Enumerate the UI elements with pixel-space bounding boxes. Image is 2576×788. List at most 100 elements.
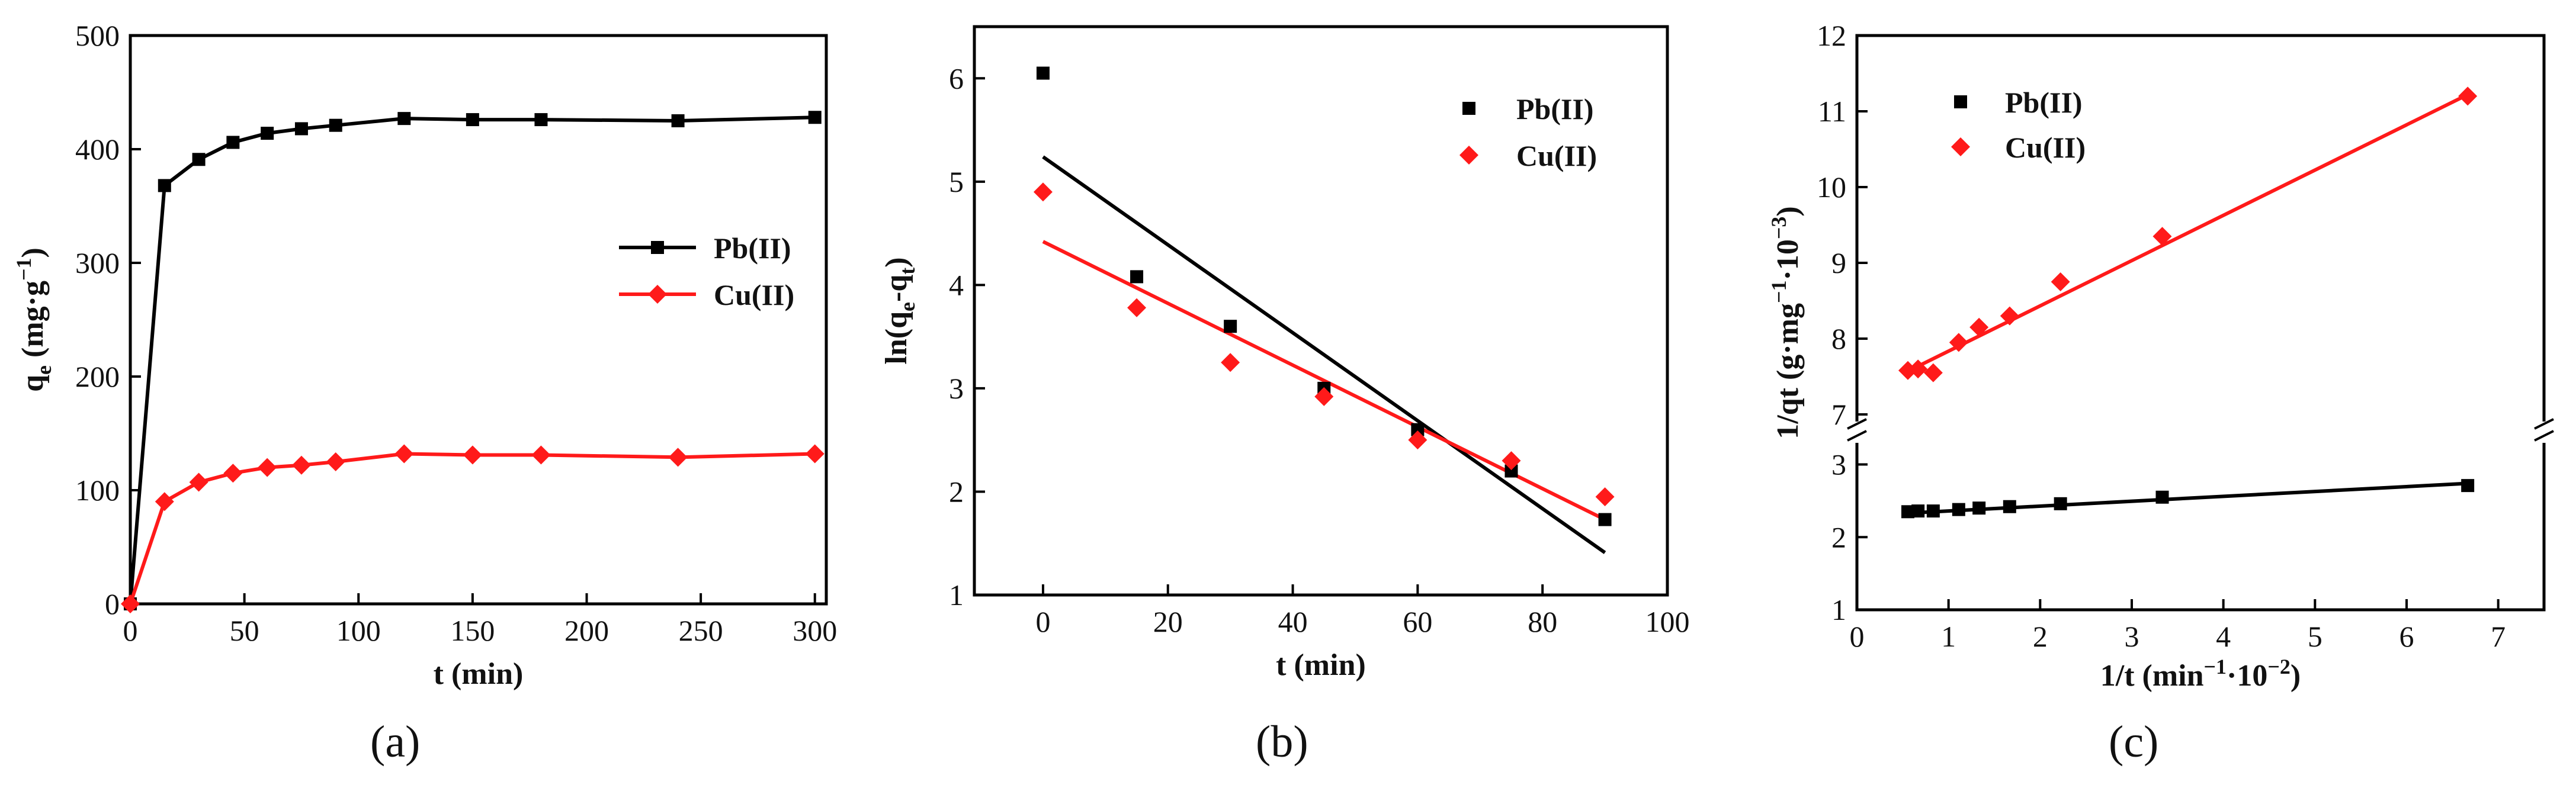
data-point-b-0: [1411, 423, 1425, 436]
data-point-a-1: [805, 444, 825, 464]
plot-frame-c: [1855, 34, 2546, 612]
series-line-a-0: [129, 115, 815, 604]
data-point-c-0: [1926, 504, 1940, 518]
data-point-b-0: [1598, 513, 1612, 526]
x-tick-label-a: 250: [679, 614, 723, 647]
legend-label-c-0: Pb(II): [2005, 86, 2083, 119]
data-point-a-1: [394, 444, 414, 464]
y-tick-label-a: 300: [75, 246, 120, 279]
data-point-b-1: [1502, 451, 1521, 471]
data-point-a-0: [192, 153, 206, 166]
y-tick-label-c: 9: [1831, 246, 1846, 279]
y-tick-label-c: 12: [1817, 19, 1846, 52]
data-point-c-1: [1969, 317, 1989, 337]
y-axis-label-c: 1/qt (g·mg−1·10−3): [1767, 206, 1805, 439]
data-point-a-1: [155, 492, 174, 512]
data-point-a-0: [808, 111, 822, 124]
data-point-c-0: [1901, 505, 1914, 519]
legend-label-a-0: Pb(II): [714, 231, 791, 265]
data-point-b-1: [1221, 353, 1240, 372]
legend-marker-b-0: [1462, 102, 1475, 115]
data-point-b-1: [1408, 430, 1427, 450]
legend-marker-a-0: [651, 241, 664, 254]
chart-b-svg: 0 20 40 60 80 100 1 2 3 4 5 6 t (min) ln(qe-qt) Pb(II)…: [880, 25, 1690, 682]
data-point-c-1: [1923, 363, 1943, 382]
chart-panel-c: 0 1 2 3 4 5 6 7 1 2 3 7 8 9 10 11 12 1/t (min−1·10−2) 1/qt…: [1694, 0, 2576, 788]
data-point-b-1: [1314, 387, 1334, 406]
fit-line-b-1: [1042, 240, 1606, 522]
axis-break-mark: [1847, 418, 1867, 430]
legend-marker-c-0: [1954, 95, 1967, 108]
x-tick-label-b: 100: [1645, 605, 1690, 638]
plot-frame-b: [973, 25, 1669, 597]
legend-label-a-1: Cu(II): [714, 278, 794, 311]
y-tick-label-b: 5: [949, 165, 964, 198]
y-tick-label-c: 3: [1831, 448, 1846, 481]
y-tick-label-a: 0: [105, 587, 120, 620]
chart-panel-b: 0 20 40 60 80 100 1 2 3 4 5 6 t (min) ln(qe-qt) Pb(II)…: [841, 0, 1694, 788]
data-point-a-1: [668, 448, 688, 467]
legend-label-c-1: Cu(II): [2005, 131, 2086, 164]
data-point-a-1: [258, 458, 277, 477]
data-point-c-0: [2461, 479, 2475, 493]
data-point-a-1: [223, 464, 243, 483]
data-point-a-0: [466, 113, 479, 127]
x-tick-label-b: 60: [1403, 605, 1432, 638]
x-axis-label-a: t (min): [434, 657, 524, 691]
legend-label-b-0: Pb(II): [1516, 92, 1594, 126]
data-point-b-1: [1033, 182, 1053, 202]
data-point-a-0: [158, 179, 171, 192]
data-point-b-0: [1130, 270, 1144, 284]
x-tick-label-c: 0: [1850, 620, 1865, 653]
y-tick-label-c: 1: [1831, 593, 1846, 626]
plot-frame-a: [129, 34, 828, 606]
data-point-a-1: [463, 445, 482, 465]
y-tick-label-c: 10: [1817, 171, 1846, 204]
x-tick-label-a: 200: [564, 614, 609, 647]
y-axis-label-a: qe (mg·g−1): [12, 247, 56, 392]
x-tick-label-c: 4: [2216, 620, 2231, 653]
data-point-c-1: [2000, 306, 2019, 326]
y-tick-label-a: 200: [75, 360, 120, 393]
data-point-a-1: [326, 452, 345, 471]
legend-marker-b-1: [1459, 146, 1478, 165]
y-tick-label-b: 1: [949, 578, 964, 612]
x-tick-label-b: 0: [1035, 605, 1050, 638]
x-tick-label-b: 80: [1528, 605, 1557, 638]
data-point-a-0: [534, 113, 548, 127]
y-axis-label-b: ln(qe-qt): [880, 257, 919, 364]
x-tick-label-a: 0: [123, 614, 138, 647]
data-point-b-0: [1036, 66, 1050, 80]
data-point-c-1: [2458, 86, 2478, 106]
caption-c: (c): [2109, 717, 2159, 767]
legend-marker-a-1: [648, 285, 667, 304]
data-point-a-0: [261, 127, 274, 140]
data-point-c-0: [2003, 500, 2016, 513]
chart-a-svg: 0 50 100 150 200 250 300 0 100 200 300 400 500 t (min…: [12, 19, 837, 691]
y-tick-label-c: 2: [1831, 520, 1846, 554]
axis-break-mark: [1847, 430, 1867, 442]
y-tick-label-c: 7: [1831, 398, 1846, 431]
axis-break-mark: [2534, 418, 2554, 430]
y-tick-label-b: 2: [949, 475, 964, 508]
chart-panel-a: 0 50 100 150 200 250 300 0 100 200 300 400 500 t (min…: [0, 0, 841, 788]
x-tick-label-a: 300: [793, 614, 837, 647]
data-point-b-1: [1127, 298, 1147, 317]
y-tick-label-a: 100: [75, 474, 120, 507]
data-point-c-1: [1949, 333, 1968, 352]
fit-line-b-0: [1042, 155, 1606, 554]
y-tick-label-b: 4: [949, 268, 964, 301]
y-tick-label-a: 400: [75, 133, 120, 166]
y-tick-label-c: 8: [1831, 322, 1846, 355]
data-point-a-0: [226, 136, 240, 149]
x-tick-label-a: 100: [336, 614, 381, 647]
x-tick-label-a: 150: [450, 614, 495, 647]
x-tick-label-b: 40: [1278, 605, 1308, 638]
axis-break-mark: [2534, 430, 2554, 442]
x-axis-label-c: 1/t (min−1·10−2): [2100, 655, 2301, 693]
legend-marker-c-1: [1951, 137, 1970, 156]
data-point-c-1: [2152, 227, 2172, 246]
data-point-a-0: [671, 114, 685, 127]
x-tick-label-c: 6: [2399, 620, 2414, 653]
